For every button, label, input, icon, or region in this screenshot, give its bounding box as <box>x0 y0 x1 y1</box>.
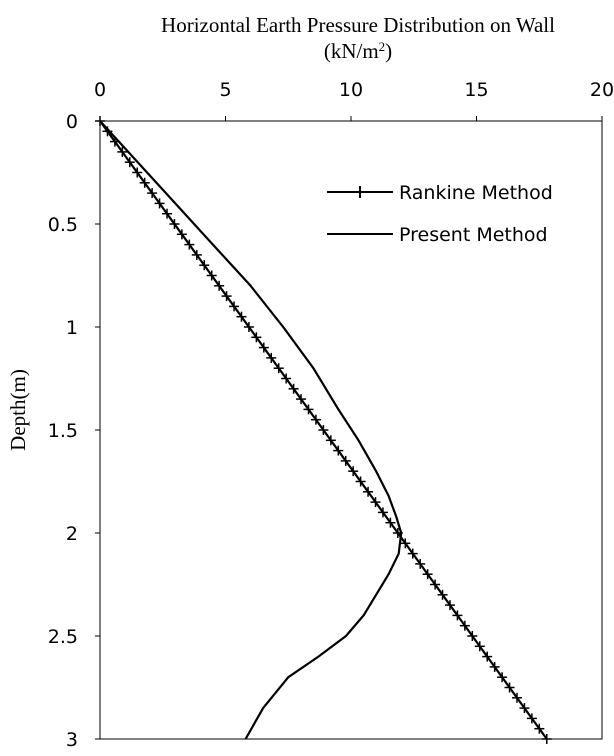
legend-label-rankine: Rankine Method <box>399 182 553 204</box>
data-point-rankine-method <box>504 682 515 693</box>
data-point-rankine-method <box>355 476 366 487</box>
data-point-rankine-method <box>221 291 232 302</box>
data-point-rankine-method <box>184 239 195 250</box>
data-point-rankine-method <box>333 445 344 456</box>
data-point-rankine-method <box>511 692 522 703</box>
data-point-rankine-method <box>139 177 150 188</box>
legend-label-present: Present Method <box>399 224 548 246</box>
data-point-rankine-method <box>199 260 210 271</box>
data-point-rankine-method <box>497 672 508 683</box>
y-axis-ticks: 0 0.5 1 1.5 2 2.5 3 <box>48 111 100 751</box>
data-point-rankine-method <box>124 157 135 168</box>
data-point-rankine-method <box>191 249 202 260</box>
data-point-rankine-method <box>474 641 485 652</box>
data-point-rankine-method <box>519 703 530 714</box>
data-point-rankine-method <box>288 383 299 394</box>
data-point-rankine-method <box>444 600 455 611</box>
data-point-rankine-method <box>258 342 269 353</box>
data-point-rankine-method <box>154 198 165 209</box>
data-point-rankine-method <box>437 589 448 600</box>
data-point-rankine-method <box>281 373 292 384</box>
data-point-rankine-method <box>117 146 128 157</box>
y-axis-label: Depth(m) <box>6 369 30 451</box>
data-point-rankine-method <box>422 569 433 580</box>
x-tick-label: 20 <box>590 79 614 101</box>
data-point-rankine-method <box>169 219 180 229</box>
data-point-rankine-method <box>325 435 336 446</box>
data-point-rankine-method <box>452 610 463 621</box>
data-point-rankine-method <box>370 497 381 508</box>
data-point-rankine-method <box>310 414 321 425</box>
data-point-rankine-method <box>348 466 359 477</box>
data-point-rankine-method <box>229 301 240 312</box>
data-point-rankine-method <box>385 517 396 528</box>
data-point-rankine-method <box>482 651 493 662</box>
chart-subtitle-main: (kN/m <box>324 39 379 63</box>
y-tick-label: 1 <box>66 317 78 339</box>
data-point-rankine-method <box>147 188 158 199</box>
y-tick-label: 0.5 <box>48 214 78 236</box>
data-point-rankine-method <box>407 548 418 559</box>
data-point-rankine-method <box>243 322 254 332</box>
data-point-rankine-method <box>236 311 247 322</box>
data-point-rankine-method <box>534 723 545 734</box>
x-tick-label: 0 <box>94 79 106 101</box>
data-point-rankine-method <box>296 394 307 405</box>
data-point-rankine-method <box>430 579 441 590</box>
y-tick-label: 1.5 <box>48 420 78 442</box>
data-point-rankine-method <box>318 425 329 435</box>
chart-subtitle-sup: 2 <box>379 39 386 54</box>
data-point-rankine-method <box>162 208 173 219</box>
chart-subtitle: (kN/m2) <box>324 39 392 64</box>
y-tick-label: 3 <box>66 729 78 751</box>
chart-title: Horizontal Earth Pressure Distribution o… <box>161 13 555 37</box>
data-point-rankine-method <box>526 713 537 724</box>
chart-subtitle-tail: ) <box>385 39 392 63</box>
x-tick-label: 15 <box>464 79 488 101</box>
data-point-rankine-method <box>266 352 277 363</box>
x-axis-ticks: 0 5 10 15 20 <box>94 79 614 121</box>
data-point-rankine-method <box>176 229 187 240</box>
data-point-rankine-method <box>273 363 284 374</box>
data-point-rankine-method <box>206 270 217 281</box>
data-point-rankine-method <box>541 734 552 744</box>
y-tick-label: 2.5 <box>48 626 78 648</box>
x-tick-label: 5 <box>219 79 231 101</box>
data-point-rankine-method <box>132 167 143 178</box>
data-point-rankine-method <box>467 631 478 641</box>
series-line-present-method <box>99 120 403 740</box>
y-tick-label: 0 <box>66 111 78 133</box>
x-tick-label: 10 <box>339 79 363 101</box>
data-point-rankine-method <box>415 558 426 569</box>
data-point-rankine-method <box>340 455 351 466</box>
data-point-rankine-method <box>459 620 470 631</box>
series-group <box>95 116 552 744</box>
data-point-rankine-method <box>363 486 374 497</box>
y-tick-label: 2 <box>66 523 78 545</box>
data-point-rankine-method <box>489 661 500 672</box>
data-point-rankine-method <box>214 280 225 291</box>
data-point-rankine-method <box>303 404 314 415</box>
data-point-rankine-method <box>377 507 388 518</box>
data-point-rankine-method <box>251 332 262 343</box>
data-point-rankine-method <box>400 538 411 549</box>
legend: Rankine Method Present Method <box>327 182 553 246</box>
